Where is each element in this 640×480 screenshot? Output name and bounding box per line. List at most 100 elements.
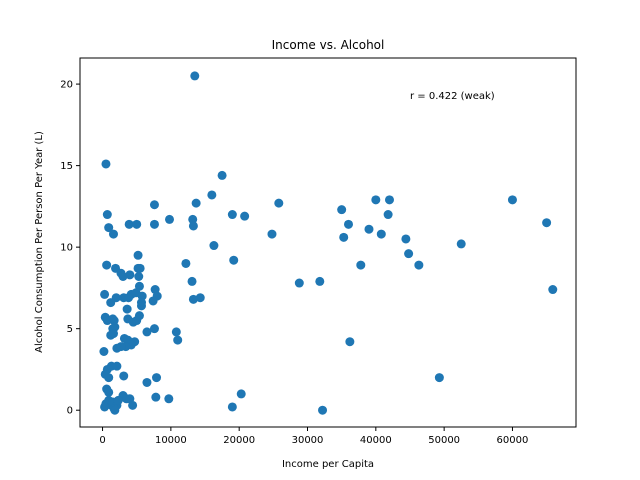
scatter-point: [149, 324, 159, 334]
scatter-point: [137, 291, 147, 301]
scatter-point: [135, 263, 145, 273]
scatter-point: [187, 276, 197, 286]
scatter-point: [236, 389, 246, 399]
scatter-point: [106, 298, 116, 308]
x-tick-label: 50000: [428, 435, 460, 446]
x-tick-label: 20000: [223, 435, 255, 446]
scatter-point: [108, 329, 118, 339]
x-axis: 0 10000 20000 30000 40000 50000 60000: [99, 427, 528, 446]
scatter-point: [456, 239, 466, 249]
scatter-point: [343, 219, 353, 229]
y-tick-label: 0: [67, 406, 73, 417]
scatter-point: [112, 361, 122, 371]
scatter-point: [190, 71, 200, 81]
scatter-point: [128, 400, 138, 410]
scatter-point: [414, 260, 424, 270]
scatter-point: [188, 221, 198, 231]
scatter-point: [136, 301, 146, 311]
y-tick-label: 10: [60, 243, 73, 254]
scatter-point: [119, 371, 129, 381]
scatter-point: [294, 278, 304, 288]
scatter-point: [102, 210, 112, 220]
scatter-point: [173, 335, 183, 345]
scatter-point: [364, 224, 374, 234]
scatter-point: [142, 327, 152, 337]
y-tick-label: 20: [60, 80, 73, 91]
scatter-point: [118, 271, 128, 281]
scatter-point: [122, 304, 132, 314]
scatter-point: [227, 210, 237, 220]
x-tick-label: 40000: [360, 435, 392, 446]
scatter-point: [207, 190, 217, 200]
scatter-point: [229, 255, 239, 265]
scatter-point: [116, 342, 126, 352]
scatter-point: [371, 195, 381, 205]
scatter-point: [507, 195, 517, 205]
scatter-point: [151, 392, 161, 402]
scatter-point: [125, 270, 135, 280]
x-tick-label: 0: [99, 435, 105, 446]
x-axis-label: Income per Capita: [282, 459, 374, 470]
scatter-point: [104, 373, 114, 383]
scatter-point: [100, 289, 110, 299]
scatter-point: [542, 218, 552, 228]
scatter-point: [345, 337, 355, 347]
scatter-point: [434, 373, 444, 383]
scatter-point: [108, 229, 118, 239]
chart-title: Income vs. Alcohol: [272, 38, 385, 52]
scatter-point: [337, 205, 347, 215]
scatter-point: [164, 394, 174, 404]
scatter-point: [110, 405, 120, 415]
y-axis-label: Alcohol Consumption Per Person Per Year …: [34, 131, 45, 353]
plot-area-frame: [79, 57, 577, 428]
scatter-point: [152, 373, 162, 383]
scatter-point: [191, 198, 201, 208]
scatter-point: [195, 293, 205, 303]
scatter-point: [318, 405, 328, 415]
y-axis: 0 5 10 15 20: [60, 80, 80, 417]
scatter-point: [240, 211, 250, 221]
x-tick-label: 10000: [155, 435, 187, 446]
scatter-point: [267, 229, 277, 239]
scatter-point: [104, 387, 114, 397]
scatter-point: [188, 294, 198, 304]
scatter-point: [148, 296, 158, 306]
scatter-point: [134, 271, 144, 281]
scatter-point: [315, 276, 325, 286]
scatter-point: [113, 395, 123, 405]
scatter-point: [134, 311, 144, 321]
scatter-point: [133, 250, 143, 260]
scatter-point: [124, 293, 134, 303]
scatter-point: [356, 260, 366, 270]
correlation-annotation: r = 0.422 (weak): [410, 91, 495, 102]
data-points: [99, 71, 558, 415]
scatter-point: [376, 229, 386, 239]
scatter-point: [100, 402, 110, 412]
scatter-point: [101, 159, 111, 169]
scatter-point: [149, 219, 159, 229]
scatter-point: [181, 258, 191, 268]
scatter-point: [149, 200, 159, 210]
scatter-point: [209, 241, 219, 251]
y-tick-label: 5: [67, 324, 73, 335]
scatter-point: [188, 214, 198, 224]
scatter-point: [401, 234, 411, 244]
scatter-point: [274, 198, 284, 208]
y-tick-label: 15: [60, 161, 73, 172]
scatter-point: [124, 219, 134, 229]
scatter-point: [548, 285, 558, 295]
scatter-point: [384, 195, 394, 205]
x-tick-label: 60000: [497, 435, 529, 446]
scatter-point: [171, 327, 181, 337]
scatter-point: [99, 347, 109, 357]
scatter-point: [102, 260, 112, 270]
scatter-point: [227, 402, 237, 412]
scatter-point: [132, 219, 142, 229]
scatter-point: [142, 377, 152, 387]
x-tick-label: 30000: [292, 435, 324, 446]
scatter-point: [164, 214, 174, 224]
scatter-point: [383, 210, 393, 220]
scatter-point: [104, 223, 114, 233]
scatter-point: [217, 170, 227, 180]
